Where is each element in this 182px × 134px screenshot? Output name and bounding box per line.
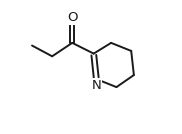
Text: N: N bbox=[92, 79, 101, 92]
Text: O: O bbox=[67, 11, 78, 24]
